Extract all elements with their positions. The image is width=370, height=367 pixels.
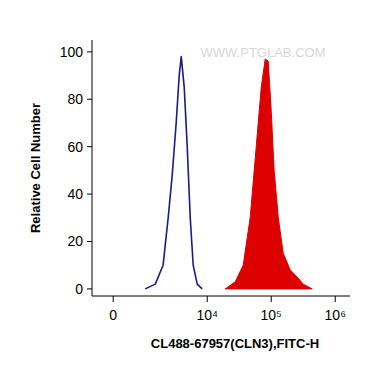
- y-tick: [87, 146, 92, 147]
- x-tick: [207, 296, 208, 302]
- y-tick: [87, 241, 92, 242]
- y-axis: [92, 40, 93, 296]
- x-tick-label: 10⁴: [196, 307, 218, 323]
- watermark: WWW.PTGLAB.COM: [201, 45, 326, 60]
- y-tick-label: 100: [60, 44, 84, 60]
- y-tick-label: 0: [75, 281, 83, 297]
- histogram-area: [225, 59, 312, 289]
- chart: WWW.PTGLAB.COM 0 20 40 60 80 100 0 10⁴ 10⁵ 10⁶ CL48…: [0, 0, 370, 367]
- x-tick: [271, 296, 272, 302]
- plot-data: [145, 57, 312, 289]
- y-tick-label: 20: [67, 233, 83, 249]
- x-tick: [335, 296, 336, 302]
- x-tick: [113, 296, 114, 302]
- x-tick-label: 0: [109, 307, 117, 323]
- y-tick: [87, 194, 92, 195]
- x-tick-label: 10⁶: [325, 307, 346, 323]
- y-tick: [87, 51, 92, 52]
- y-tick-label: 40: [67, 186, 83, 202]
- y-tick-label: 80: [67, 91, 83, 107]
- y-tick-label: 60: [67, 139, 83, 155]
- histogram-line: [145, 57, 202, 289]
- y-tick: [87, 99, 92, 100]
- x-axis: [92, 296, 350, 297]
- x-tick-label: 10⁵: [261, 307, 282, 323]
- y-tick: [87, 288, 92, 289]
- y-axis-label: Relative Cell Number: [28, 103, 43, 233]
- x-axis-label: CL488-67957(CLN3),FITC-H: [151, 336, 319, 351]
